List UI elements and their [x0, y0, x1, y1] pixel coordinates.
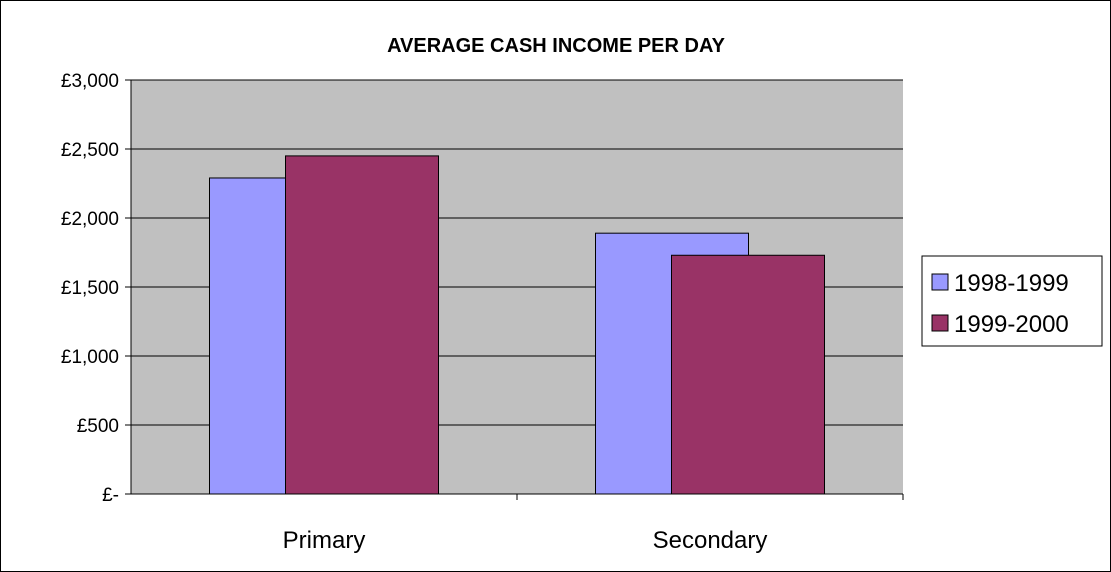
legend-label: 1999-2000 [954, 311, 1069, 338]
bars [209, 155, 825, 495]
bar-1999-2000-Secondary [671, 254, 825, 495]
y-tick-label: £- [102, 485, 119, 506]
y-tick-label: £3,000 [61, 71, 119, 92]
y-tick-label: £2,000 [61, 209, 119, 230]
x-category-label: Secondary [653, 527, 768, 554]
legend-label: 1998-1999 [954, 270, 1069, 297]
chart-title: AVERAGE CASH INCOME PER DAY [387, 35, 725, 57]
y-tick-label: £1,000 [61, 347, 119, 368]
legend-box [921, 255, 1103, 347]
bar-1999-2000-Primary [285, 155, 439, 495]
legend-swatch [931, 273, 949, 291]
legend-swatch [931, 314, 949, 332]
y-tick-label: £1,500 [61, 278, 119, 299]
axes: £- £500 £1,000 £1,500 £2,000 £2,500 £3,000 Prim… [61, 71, 904, 554]
legend: 1998-1999 1999-2000 [921, 255, 1103, 347]
y-tick-label: £2,500 [61, 140, 119, 161]
x-category-label: Primary [283, 527, 366, 554]
y-tick-label: £500 [77, 416, 119, 437]
